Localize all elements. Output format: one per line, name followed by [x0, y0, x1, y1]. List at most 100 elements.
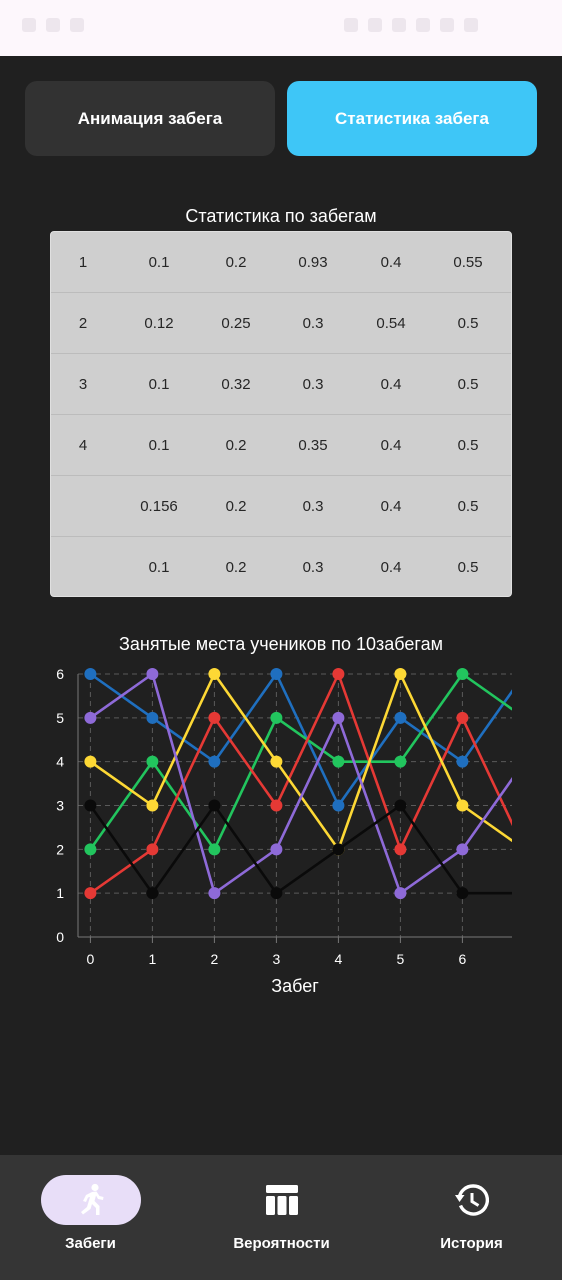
data-point — [394, 668, 407, 680]
tab-race-animation[interactable]: Анимация забега — [25, 81, 275, 156]
table-icon — [265, 1185, 298, 1215]
status-bar — [0, 0, 562, 56]
data-point — [332, 799, 345, 812]
history-icon — [454, 1184, 489, 1216]
data-point — [208, 668, 221, 680]
data-point — [208, 755, 221, 768]
table-cell: 0.3 — [302, 559, 324, 576]
table-row: 3 0.1 0.32 0.3 0.4 0.5 — [51, 354, 511, 415]
table-cell: 0.32 — [221, 376, 251, 393]
y-tick-label: 6 — [56, 666, 64, 682]
nav-pill — [232, 1175, 332, 1225]
series-line — [89, 672, 512, 895]
table-cell: 0.35 — [298, 437, 328, 454]
y-tick-label: 2 — [56, 841, 64, 857]
data-point — [394, 755, 407, 768]
table-cell: 0.4 — [380, 437, 402, 454]
table-cell: 0.1 — [148, 254, 170, 271]
table-cell: 0.4 — [380, 254, 402, 271]
data-point — [270, 887, 283, 900]
data-point — [146, 799, 159, 812]
table-cell: 2 — [78, 315, 88, 332]
table-row: 4 0.1 0.2 0.35 0.4 0.5 — [51, 415, 511, 476]
data-point — [332, 843, 345, 856]
y-tick-label: 4 — [56, 754, 64, 770]
table-cell: 4 — [78, 437, 88, 454]
stats-table: 1 0.1 0.2 0.93 0.4 0.55 2 0.12 0.25 0.3 … — [50, 231, 512, 597]
x-tick-label: 3 — [273, 951, 281, 967]
table-row: 0.156 0.2 0.3 0.4 0.5 — [51, 476, 511, 537]
nav-label-history: История — [440, 1235, 503, 1252]
x-tick-label: 4 — [335, 951, 343, 967]
table-row: 1 0.1 0.2 0.93 0.4 0.55 — [51, 232, 511, 293]
data-point — [270, 711, 283, 724]
table-cell: 0.2 — [225, 559, 247, 576]
data-point — [456, 887, 469, 900]
data-point — [208, 843, 221, 856]
data-point — [394, 711, 407, 724]
table-cell: 0.4 — [380, 559, 402, 576]
table-cell: 0.5 — [457, 559, 479, 576]
nav-pill — [422, 1175, 522, 1225]
mode-tabs: Анимация забега Статистика забега — [25, 81, 537, 156]
run-icon — [80, 1183, 103, 1215]
table-title: Статистика по забегам — [185, 206, 377, 226]
data-point — [208, 799, 221, 812]
data-point — [84, 887, 97, 900]
nav-label-probabilities: Вероятности — [233, 1235, 330, 1252]
table-cell: 0.1 — [148, 376, 170, 393]
nav-pill-active — [40, 1175, 141, 1225]
x-tick-label: 0 — [87, 951, 95, 967]
y-tick-label: 1 — [56, 885, 64, 901]
nav-item-races[interactable]: Забеги — [0, 1155, 184, 1280]
table-cell — [53, 537, 113, 598]
data-point — [208, 711, 221, 724]
data-point — [270, 668, 283, 680]
table-cell: 0.2 — [225, 498, 247, 515]
y-tick-label: 3 — [56, 798, 64, 814]
status-left-icons — [22, 18, 102, 36]
table-cell: 0.5 — [457, 315, 479, 332]
nav-label-races: Забеги — [65, 1235, 116, 1252]
data-point — [270, 799, 283, 812]
x-axis-label: Забег — [271, 976, 319, 996]
tab-race-statistics[interactable]: Статистика забега — [287, 81, 537, 156]
data-point — [146, 887, 159, 900]
table-cell: 0.1 — [148, 559, 170, 576]
data-point — [84, 755, 97, 768]
series-line — [89, 804, 512, 895]
nav-item-history[interactable]: История — [378, 1155, 562, 1280]
places-line-chart: 0 1 2 3 4 5 6 0 1 2 3 4 5 6 Забег — [56, 666, 512, 996]
table-cell: 3 — [78, 376, 88, 393]
table-row: 2 0.12 0.25 0.3 0.54 0.5 — [51, 293, 511, 354]
y-tick-label: 5 — [56, 710, 64, 726]
data-point — [456, 668, 469, 680]
y-tick-label: 0 — [56, 929, 64, 945]
table-cell: 1 — [78, 254, 88, 271]
table-cell: 0.5 — [457, 376, 479, 393]
table-cell: 0.3 — [302, 498, 324, 515]
table-cell: 0.156 — [140, 498, 178, 515]
table-cell: 0.2 — [225, 254, 247, 271]
table-cell: 0.4 — [380, 498, 402, 515]
table-cell: 0.3 — [302, 376, 324, 393]
table-cell: 0.5 — [457, 437, 479, 454]
data-point — [146, 843, 159, 856]
data-point — [84, 799, 97, 812]
series-line — [89, 672, 512, 895]
x-tick-label: 1 — [149, 951, 157, 967]
data-point — [332, 711, 345, 724]
data-point — [84, 668, 97, 680]
data-point — [456, 755, 469, 768]
table-cell: 0.54 — [376, 315, 406, 332]
table-cell: 0.4 — [380, 376, 402, 393]
nav-item-probabilities[interactable]: Вероятности — [188, 1155, 375, 1280]
table-cell: 0.25 — [221, 315, 251, 332]
data-point — [146, 755, 159, 768]
table-cell: 0.55 — [453, 254, 483, 271]
x-tick-label: 6 — [459, 951, 467, 967]
data-point — [332, 755, 345, 768]
data-point — [394, 799, 407, 812]
data-point — [208, 887, 221, 900]
data-point — [394, 843, 407, 856]
